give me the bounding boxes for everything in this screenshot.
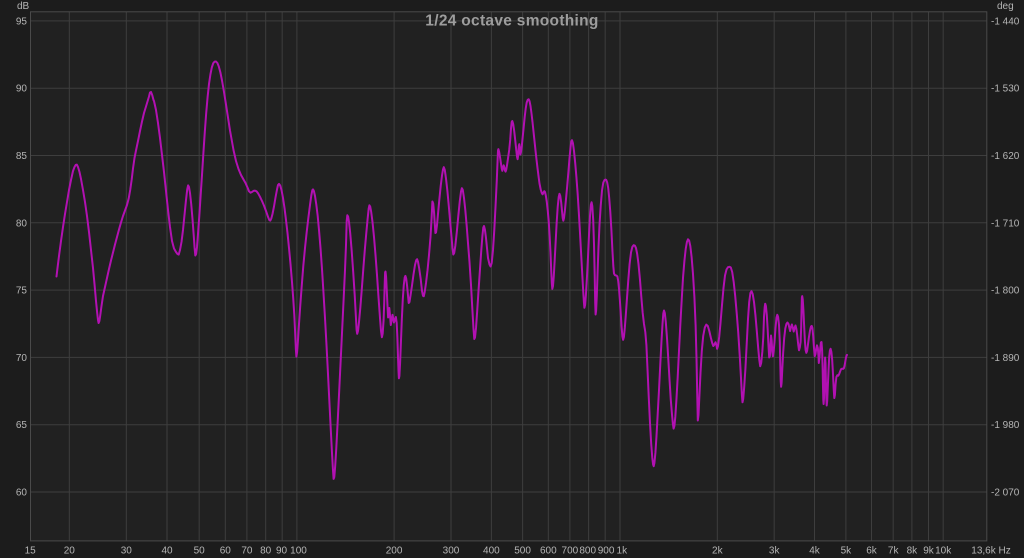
svg-text:900: 900 xyxy=(598,546,615,557)
svg-text:60: 60 xyxy=(16,488,28,499)
svg-text:7k: 7k xyxy=(888,546,900,557)
svg-text:-1 800: -1 800 xyxy=(991,286,1020,297)
svg-text:80: 80 xyxy=(16,218,28,229)
svg-text:-1 710: -1 710 xyxy=(991,218,1020,229)
svg-text:4k: 4k xyxy=(809,546,821,557)
svg-text:20: 20 xyxy=(64,546,76,557)
svg-text:30: 30 xyxy=(121,546,133,557)
svg-text:1k: 1k xyxy=(617,546,629,557)
svg-text:800: 800 xyxy=(579,546,596,557)
svg-text:60: 60 xyxy=(220,546,232,557)
svg-text:dB: dB xyxy=(17,1,30,12)
svg-text:6k: 6k xyxy=(866,546,878,557)
svg-text:300: 300 xyxy=(443,546,460,557)
svg-text:10k: 10k xyxy=(935,546,952,557)
svg-text:-1 620: -1 620 xyxy=(991,151,1020,162)
svg-text:50: 50 xyxy=(194,546,206,557)
svg-text:-2 070: -2 070 xyxy=(991,488,1020,499)
svg-text:80: 80 xyxy=(260,546,272,557)
svg-text:70: 70 xyxy=(16,353,28,364)
svg-text:90: 90 xyxy=(16,84,28,95)
svg-text:9k: 9k xyxy=(923,546,935,557)
svg-text:700: 700 xyxy=(562,546,579,557)
svg-text:-1 890: -1 890 xyxy=(991,353,1020,364)
svg-text:15: 15 xyxy=(25,546,37,557)
svg-text:400: 400 xyxy=(483,546,500,557)
svg-text:500: 500 xyxy=(514,546,531,557)
svg-text:200: 200 xyxy=(386,546,403,557)
svg-text:3k: 3k xyxy=(769,546,781,557)
svg-text:75: 75 xyxy=(16,286,28,297)
svg-text:2k: 2k xyxy=(712,546,724,557)
svg-text:deg: deg xyxy=(997,1,1014,12)
svg-text:-1 980: -1 980 xyxy=(991,420,1020,431)
svg-text:5k: 5k xyxy=(841,546,853,557)
svg-text:65: 65 xyxy=(16,420,28,431)
svg-text:8k: 8k xyxy=(907,546,919,557)
svg-text:13,6k Hz: 13,6k Hz xyxy=(971,546,1010,557)
svg-text:90: 90 xyxy=(276,546,288,557)
svg-text:85: 85 xyxy=(16,151,28,162)
svg-text:-1 440: -1 440 xyxy=(991,16,1020,27)
svg-text:95: 95 xyxy=(16,16,28,27)
svg-text:1/24 octave smoothing: 1/24 octave smoothing xyxy=(425,13,598,30)
svg-text:70: 70 xyxy=(241,546,253,557)
svg-text:600: 600 xyxy=(540,546,557,557)
svg-text:-1 530: -1 530 xyxy=(991,84,1020,95)
svg-text:40: 40 xyxy=(161,546,173,557)
svg-text:100: 100 xyxy=(290,546,307,557)
